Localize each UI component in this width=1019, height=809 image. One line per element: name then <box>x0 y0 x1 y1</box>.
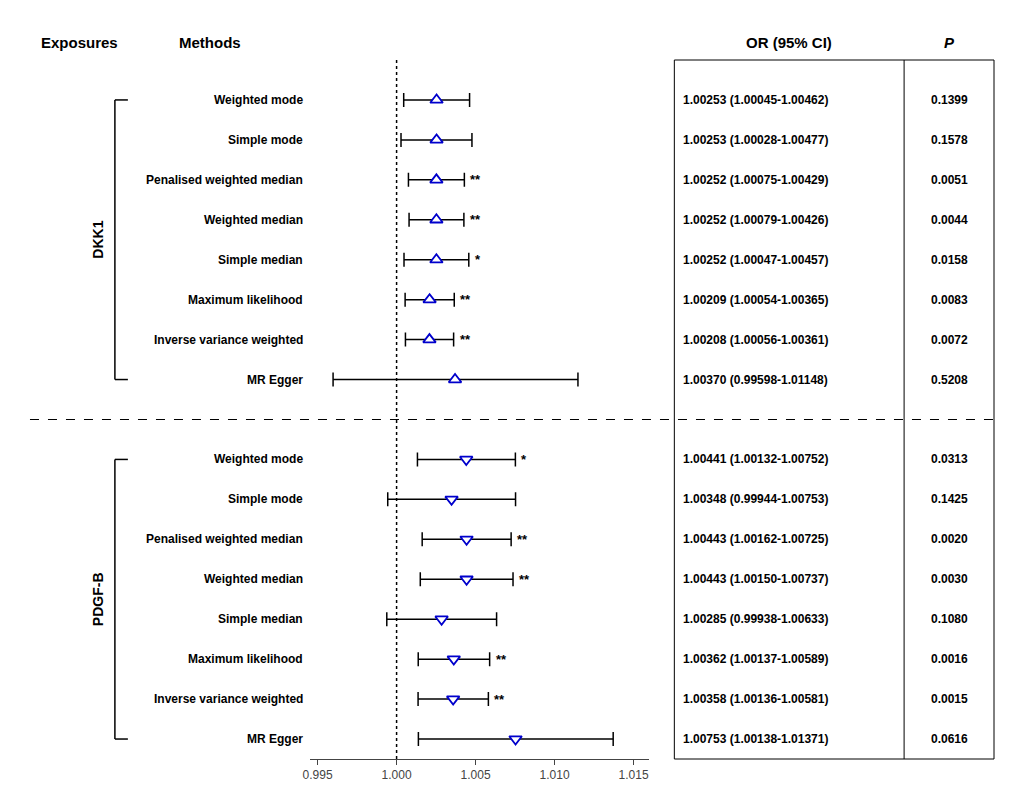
svg-text:1.00208 (1.00056-1.00361): 1.00208 (1.00056-1.00361) <box>683 333 828 347</box>
svg-text:**: ** <box>494 692 505 707</box>
svg-text:P: P <box>944 34 955 51</box>
svg-text:Penalised weighted median: Penalised weighted median <box>146 173 303 187</box>
svg-text:MR Egger: MR Egger <box>247 732 303 746</box>
svg-text:1.00252 (1.00079-1.00426): 1.00252 (1.00079-1.00426) <box>683 213 828 227</box>
svg-text:*: * <box>521 452 527 467</box>
svg-text:1.00441 (1.00132-1.00752): 1.00441 (1.00132-1.00752) <box>683 452 828 466</box>
svg-text:0.0020: 0.0020 <box>931 532 968 546</box>
svg-text:**: ** <box>517 532 528 547</box>
svg-text:0.1399: 0.1399 <box>931 93 968 107</box>
svg-text:1.00253 (1.00045-1.00462): 1.00253 (1.00045-1.00462) <box>683 93 828 107</box>
svg-text:1.00753 (1.00138-1.01371): 1.00753 (1.00138-1.01371) <box>683 732 828 746</box>
svg-text:*: * <box>475 252 481 267</box>
svg-text:Inverse variance weighted: Inverse variance weighted <box>154 692 303 706</box>
svg-text:**: ** <box>519 572 530 587</box>
svg-text:1.00252 (1.00075-1.00429): 1.00252 (1.00075-1.00429) <box>683 173 828 187</box>
svg-text:0.1425: 0.1425 <box>931 492 968 506</box>
svg-text:1.00348 (0.99944-1.00753): 1.00348 (0.99944-1.00753) <box>683 492 828 506</box>
svg-text:Simple median: Simple median <box>218 253 303 267</box>
svg-text:Simple median: Simple median <box>218 612 303 626</box>
svg-text:Exposures: Exposures <box>41 34 118 51</box>
svg-text:Weighted mode: Weighted mode <box>214 452 303 466</box>
svg-text:Inverse variance weighted: Inverse variance weighted <box>154 333 303 347</box>
svg-text:1.000: 1.000 <box>382 768 412 782</box>
svg-text:1.00252 (1.00047-1.00457): 1.00252 (1.00047-1.00457) <box>683 253 828 267</box>
svg-text:Methods: Methods <box>179 34 241 51</box>
svg-text:Maximum likelihood: Maximum likelihood <box>188 652 303 666</box>
svg-text:0.0044: 0.0044 <box>931 213 968 227</box>
svg-text:0.1578: 0.1578 <box>931 133 968 147</box>
svg-text:0.0616: 0.0616 <box>931 732 968 746</box>
svg-text:0.0083: 0.0083 <box>931 293 968 307</box>
svg-text:0.995: 0.995 <box>303 768 333 782</box>
svg-text:DKK1: DKK1 <box>90 220 106 258</box>
svg-text:0.0313: 0.0313 <box>931 452 968 466</box>
svg-text:**: ** <box>470 172 481 187</box>
svg-text:PDGF-B: PDGF-B <box>90 572 106 626</box>
svg-text:0.0072: 0.0072 <box>931 333 968 347</box>
svg-text:1.00443 (1.00150-1.00737): 1.00443 (1.00150-1.00737) <box>683 572 828 586</box>
svg-text:1.015: 1.015 <box>619 768 649 782</box>
svg-text:1.00209 (1.00054-1.00365): 1.00209 (1.00054-1.00365) <box>683 293 828 307</box>
svg-text:1.00358 (1.00136-1.00581): 1.00358 (1.00136-1.00581) <box>683 692 828 706</box>
svg-text:1.00362 (1.00137-1.00589): 1.00362 (1.00137-1.00589) <box>683 652 828 666</box>
svg-text:1.00443 (1.00162-1.00725): 1.00443 (1.00162-1.00725) <box>683 532 828 546</box>
svg-text:Penalised weighted median: Penalised weighted median <box>146 532 303 546</box>
svg-text:0.0015: 0.0015 <box>931 692 968 706</box>
svg-text:1.005: 1.005 <box>461 768 491 782</box>
svg-text:**: ** <box>460 292 471 307</box>
svg-text:**: ** <box>460 332 471 347</box>
svg-text:**: ** <box>496 652 507 667</box>
svg-text:0.0016: 0.0016 <box>931 652 968 666</box>
svg-text:Maximum likelihood: Maximum likelihood <box>188 293 303 307</box>
svg-text:Simple mode: Simple mode <box>228 133 303 147</box>
svg-text:Simple mode: Simple mode <box>228 492 303 506</box>
svg-text:1.00370 (0.99598-1.01148): 1.00370 (0.99598-1.01148) <box>683 373 828 387</box>
svg-text:Weighted mode: Weighted mode <box>214 93 303 107</box>
svg-text:1.00253 (1.00028-1.00477): 1.00253 (1.00028-1.00477) <box>683 133 828 147</box>
svg-text:0.0051: 0.0051 <box>931 173 968 187</box>
svg-text:OR (95% CI): OR (95% CI) <box>746 34 832 51</box>
svg-text:0.0030: 0.0030 <box>931 572 968 586</box>
svg-text:1.010: 1.010 <box>540 768 570 782</box>
svg-text:0.5208: 0.5208 <box>931 373 968 387</box>
svg-text:MR Egger: MR Egger <box>247 373 303 387</box>
svg-text:Weighted median: Weighted median <box>204 213 303 227</box>
svg-text:Weighted median: Weighted median <box>204 572 303 586</box>
svg-text:0.0158: 0.0158 <box>931 253 968 267</box>
svg-text:**: ** <box>470 212 481 227</box>
svg-text:0.1080: 0.1080 <box>931 612 968 626</box>
svg-text:1.00285 (0.99938-1.00633): 1.00285 (0.99938-1.00633) <box>683 612 828 626</box>
